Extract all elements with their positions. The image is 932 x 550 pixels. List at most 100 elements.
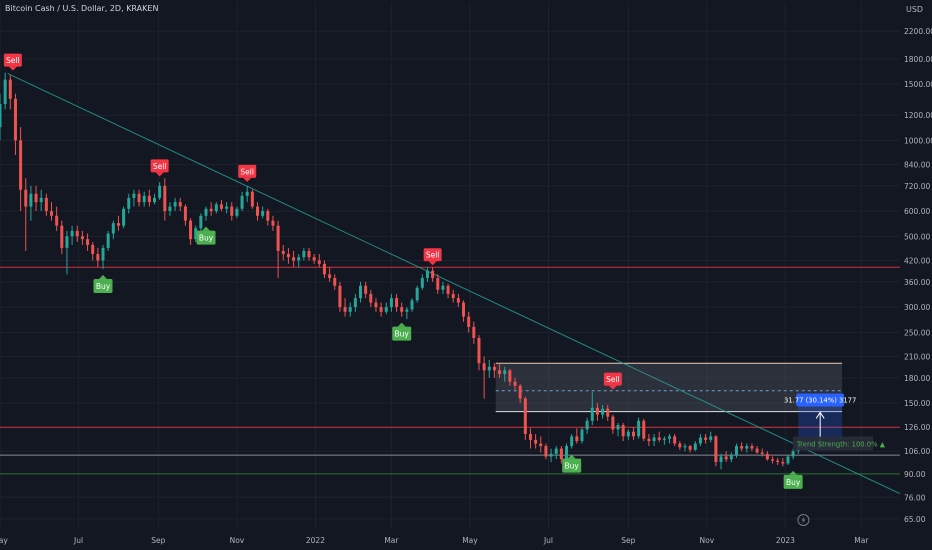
- trendline: [7, 73, 901, 495]
- candle-body: [513, 381, 517, 386]
- price-tick-label: 300.00: [904, 303, 930, 312]
- sell-signal[interactable]: Sell: [423, 248, 442, 266]
- time-axis: May Jul Sep Nov 2022 Mar May Jul Sep Nov 2023 Mar: [0, 528, 932, 550]
- candle-body: [286, 254, 290, 258]
- candle-body: [678, 443, 682, 448]
- candle-body: [446, 285, 450, 294]
- candle-body: [127, 197, 131, 209]
- candle-body: [642, 420, 646, 439]
- candle-body: [240, 195, 244, 209]
- candle-body: [477, 337, 481, 364]
- range-box-fill[interactable]: [495, 363, 843, 412]
- sell-signal[interactable]: Sell: [238, 164, 257, 182]
- candle-body: [116, 223, 120, 226]
- sell-signal[interactable]: Sell: [3, 53, 22, 71]
- sell-signal-label: Sell: [606, 375, 620, 384]
- candle-body: [307, 250, 311, 258]
- candle-body: [498, 370, 502, 375]
- candle-body: [492, 366, 496, 371]
- candle-body: [693, 443, 697, 450]
- time-tick-label: Jul: [543, 536, 553, 545]
- price-tick-label: 90.00: [904, 470, 926, 479]
- buy-signal-box: [392, 326, 412, 341]
- candle-body: [96, 254, 100, 261]
- sell-signal-box: [423, 248, 442, 262]
- candle-body: [554, 448, 558, 454]
- lightning-bolt: [801, 516, 806, 524]
- buy-signal[interactable]: Buy: [392, 322, 412, 341]
- candle-body: [534, 439, 538, 444]
- sell-signal-pointer: [428, 261, 437, 266]
- candle-body: [91, 244, 95, 255]
- buy-signal[interactable]: Buy: [196, 226, 216, 245]
- candle-body: [353, 298, 357, 308]
- price-tick-label: 720.00: [904, 182, 930, 191]
- candle-body: [565, 446, 569, 460]
- buy-signal-label: Buy: [395, 330, 410, 339]
- candle-body: [626, 431, 630, 437]
- buy-signal[interactable]: Buy: [562, 454, 582, 473]
- candle-body: [781, 462, 785, 464]
- price-tick-label: 126.00: [904, 423, 930, 432]
- candle-body: [55, 215, 59, 226]
- buy-signal[interactable]: Buy: [783, 470, 803, 489]
- candle-body: [359, 285, 363, 299]
- candle-body: [111, 223, 115, 234]
- candle-body: [147, 195, 151, 203]
- candle-body: [467, 316, 471, 327]
- candle-body: [595, 407, 599, 415]
- candle-body: [106, 233, 110, 248]
- candle-body: [704, 437, 708, 440]
- candle-body: [456, 298, 460, 303]
- candle-body: [528, 433, 532, 440]
- trendline-path[interactable]: [7, 73, 901, 495]
- time-tick-label: May: [462, 536, 478, 545]
- buy-signal-box: [93, 278, 113, 293]
- candle-body: [19, 140, 23, 190]
- candle-body: [724, 456, 728, 460]
- candle-body: [472, 326, 476, 338]
- candle-body: [673, 436, 677, 444]
- candle-body: [348, 307, 352, 312]
- candle-body: [420, 278, 424, 288]
- candle-body: [791, 451, 795, 457]
- candle-body: [379, 307, 383, 312]
- candle-body: [389, 298, 393, 308]
- buy-signal[interactable]: Buy: [93, 274, 113, 293]
- candle-body: [374, 302, 378, 308]
- price-tick-label: 250.00: [904, 328, 930, 337]
- candle-body: [431, 270, 435, 279]
- buy-signal-label: Buy: [199, 234, 214, 243]
- buy-signal-box: [783, 474, 803, 489]
- buy-signal-label: Buy: [786, 478, 801, 487]
- candle-body: [266, 211, 270, 221]
- candle-body: [611, 416, 615, 430]
- candle-body: [50, 211, 54, 216]
- lightning-icon[interactable]: [797, 514, 810, 526]
- sell-signal-label: Sell: [6, 56, 20, 65]
- time-tick-label: 2022: [306, 536, 325, 545]
- candle-body: [70, 230, 74, 237]
- candle-body: [621, 425, 625, 437]
- candle-body: [199, 215, 203, 229]
- candle-body: [451, 293, 455, 299]
- candle-body: [250, 191, 254, 207]
- signals: Sell Buy Sell Buy Sell Buy Sell Buy Sell Buy: [3, 53, 803, 489]
- symbol-name: Bitcoin Cash / U.S. Dollar: [5, 4, 105, 13]
- time-tick-label: Nov: [700, 536, 715, 545]
- sell-signal[interactable]: Sell: [150, 159, 169, 177]
- candle-body: [719, 456, 723, 463]
- candle-body: [219, 204, 223, 209]
- price-tick-label: 65.00: [904, 515, 926, 524]
- price-tick-label: 2200.00: [904, 27, 932, 36]
- candle-body: [487, 366, 491, 371]
- candle-body: [230, 206, 234, 216]
- candle-body: [338, 285, 342, 308]
- candle-body: [317, 260, 321, 264]
- price-tick-label: 210.00: [904, 352, 930, 361]
- candle-body: [271, 220, 275, 226]
- buy-signal-pointer: [567, 454, 576, 459]
- sell-signal[interactable]: Sell: [603, 372, 622, 390]
- trend-strength-box: [793, 436, 873, 451]
